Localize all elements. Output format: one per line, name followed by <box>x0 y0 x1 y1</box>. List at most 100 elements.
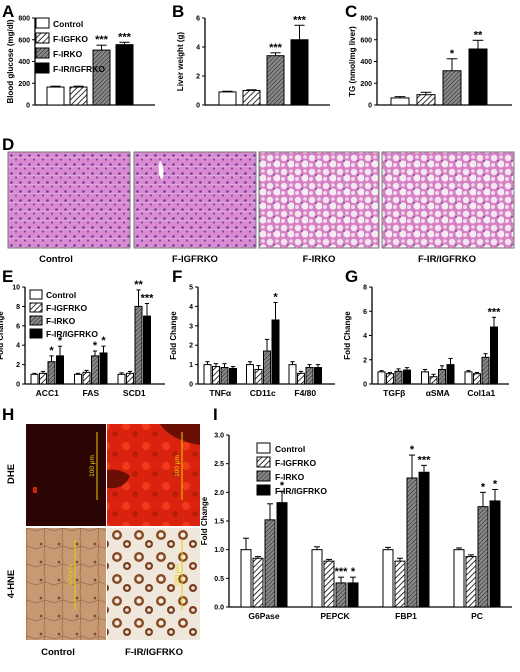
bar <box>477 506 489 608</box>
histology-image-double <box>381 151 515 249</box>
panel-label-i: I <box>213 405 218 424</box>
bar <box>468 48 488 106</box>
chart-liver-weight: 0 2 4 6 Liver weight (g) *** *** <box>176 14 330 110</box>
y-tick-label: 0.0 <box>214 605 224 612</box>
y-tick-label: 2 <box>196 74 200 81</box>
category-label: SCD1 <box>123 388 146 398</box>
bar <box>311 549 323 608</box>
legend-swatch-control <box>29 289 43 300</box>
legend-swatch-irko <box>256 470 271 482</box>
bar <box>390 97 410 106</box>
y-tick-label: 0 <box>196 103 200 110</box>
significance-mark: * <box>481 481 486 493</box>
bar <box>92 49 111 106</box>
bar <box>297 372 305 385</box>
bar <box>266 55 285 106</box>
bar <box>347 582 359 608</box>
stain-row-label: 4-HNE <box>6 570 17 599</box>
significance-mark: * <box>493 478 498 490</box>
stain-col-label: Control <box>41 647 75 658</box>
bar <box>276 502 288 608</box>
y-axis-label: Blood glucose (mg/dl) <box>6 19 15 103</box>
bar <box>464 371 473 385</box>
significance-mark: *** <box>95 34 109 46</box>
y-tick-label: 8 <box>16 304 20 311</box>
y-axis-label: Fold Change <box>343 311 352 360</box>
y-tick-label: 0 <box>189 382 193 389</box>
category-label: TGFβ <box>383 388 405 398</box>
y-tick-label: 3.0 <box>214 433 224 440</box>
legend-swatch-igfrko <box>256 456 271 468</box>
legend-swatch-double <box>256 484 271 496</box>
y-axis-label: Fold Change <box>0 311 5 360</box>
significance-mark: * <box>450 48 455 60</box>
y-tick-label: 200 <box>18 81 30 88</box>
legend-label: F-IR/IGFRKO <box>275 486 327 496</box>
bar <box>242 90 261 106</box>
bar <box>246 364 254 385</box>
y-tick-label: 4 <box>16 343 20 350</box>
dhe-spot <box>33 487 37 493</box>
y-tick-label: 5 <box>189 285 193 292</box>
y-tick-label: 10 <box>12 285 20 292</box>
y-tick-label: 1.5 <box>214 519 224 526</box>
y-tick-label: 4 <box>189 304 193 311</box>
y-tick-label: 4 <box>196 45 200 52</box>
y-tick-label: 0 <box>16 382 20 389</box>
category-label: PEPCK <box>320 611 350 621</box>
bar <box>203 364 212 385</box>
stain-row-label: DHE <box>6 464 17 484</box>
legend-swatch-irko <box>29 315 43 326</box>
legend-label: F-IGFRKO <box>275 458 316 468</box>
category-label: Col1a1 <box>467 388 495 398</box>
y-tick-label: 0 <box>368 103 372 110</box>
bar <box>305 367 314 385</box>
bar <box>335 582 347 608</box>
bar <box>271 319 280 385</box>
significance-mark: *** <box>269 42 283 54</box>
bar <box>117 373 126 385</box>
bar <box>69 86 88 106</box>
histology-caption: Control <box>39 254 73 265</box>
legend-swatch-igfko <box>35 32 50 44</box>
bar <box>386 373 394 385</box>
y-tick-label: 6 <box>196 16 200 23</box>
y-tick-label: 600 <box>360 37 372 44</box>
bar <box>442 70 462 106</box>
significance-mark: *** <box>141 292 155 304</box>
histology-image-igfrko <box>133 151 257 249</box>
y-axis-label: Fold Change <box>200 496 209 545</box>
legend-label: F-IRKO <box>46 316 76 326</box>
y-tick-label: 2 <box>189 343 193 350</box>
scale-bar-label: 100 μm <box>67 564 74 586</box>
panel-label-d: D <box>2 135 14 154</box>
legend-label: F-IRKO <box>275 472 305 482</box>
legend-label: F-IGFKO <box>53 34 88 44</box>
chart-gluconeogenic-genes: 0.0 0.5 1.0 1.5 2.0 2.5 3.0 Fold Change * G6Pase *… <box>200 433 512 621</box>
bar <box>290 39 309 106</box>
panel-label-h: H <box>2 405 14 424</box>
bar <box>473 373 481 385</box>
bar <box>418 471 430 608</box>
y-tick-label: 1 <box>189 362 193 369</box>
bar <box>438 368 446 385</box>
hne-image-double <box>107 528 200 640</box>
significance-mark: *** <box>418 454 432 466</box>
bar <box>46 86 65 106</box>
y-tick-label: 2.5 <box>214 461 224 468</box>
y-tick-label: 1.0 <box>214 547 224 554</box>
bar <box>288 364 297 385</box>
hne-image-control <box>26 528 106 640</box>
histology-image-control <box>7 151 131 249</box>
category-label: CD11c <box>250 388 276 398</box>
significance-mark: *** <box>488 306 502 318</box>
bar <box>382 549 394 608</box>
chart-fibrosis-genes: 0 2 4 6 8 Fold Change TGFβ αSMA *** Col1a1 <box>343 285 509 398</box>
bar <box>481 356 490 385</box>
y-tick-label: 400 <box>360 59 372 66</box>
bar <box>394 560 406 608</box>
staining-panel: 100 μm 100 μm 100 μm 100 μm DHE 4-HNE Co… <box>6 424 200 658</box>
